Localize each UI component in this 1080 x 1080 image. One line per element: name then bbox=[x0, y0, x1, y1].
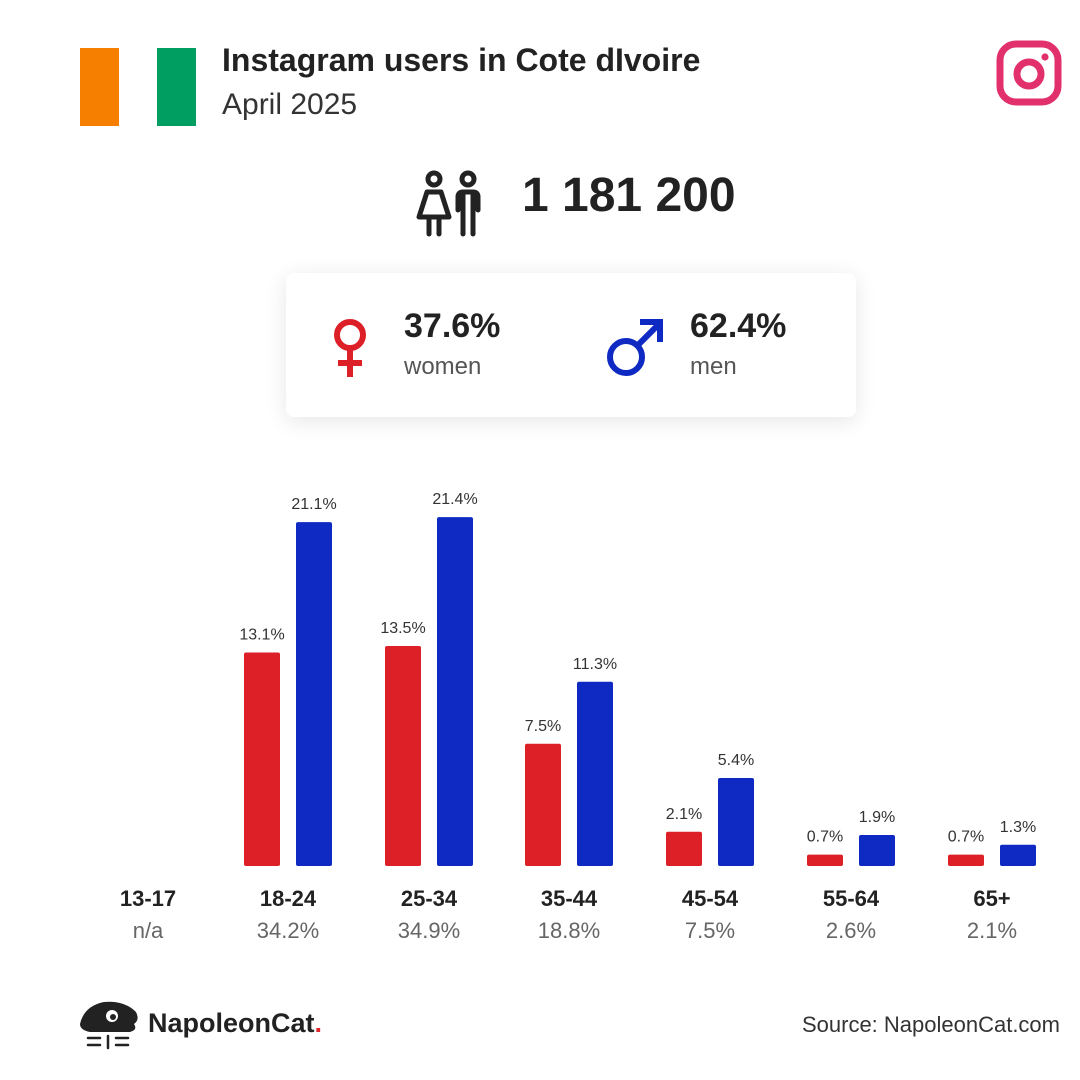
data-label-women-45-54: 2.1% bbox=[666, 806, 702, 823]
age-group-total-18-24: 34.2% bbox=[257, 918, 319, 943]
age-group-label-35-44: 35-44 bbox=[541, 886, 598, 911]
age-group-label-13-17: 13-17 bbox=[120, 886, 176, 911]
data-label-men-18-24: 21.1% bbox=[291, 496, 336, 513]
bar-men-35-44 bbox=[577, 681, 613, 866]
age-group-total-65+: 2.1% bbox=[967, 918, 1017, 943]
bar-women-45-54 bbox=[666, 831, 702, 866]
female-symbol-icon bbox=[334, 319, 366, 377]
age-group-total-13-17: n/a bbox=[133, 918, 164, 943]
age-group-label-25-34: 25-34 bbox=[401, 886, 458, 911]
bar-men-45-54 bbox=[718, 777, 754, 866]
men-label: men bbox=[690, 353, 737, 380]
brand-name-text: NapoleonCat bbox=[148, 1008, 315, 1038]
age-group-label-55-64: 55-64 bbox=[823, 886, 880, 911]
bar-women-25-34 bbox=[385, 645, 421, 866]
data-label-women-65+: 0.7% bbox=[948, 829, 984, 846]
age-gender-bar-chart: 13-17 n/a 13.1% 21.1% 18-24 34.2% 13.5% 21.4% 25… bbox=[120, 491, 1036, 943]
data-label-women-35-44: 7.5% bbox=[525, 718, 561, 735]
instagram-icon bbox=[996, 40, 1062, 106]
bar-men-18-24 bbox=[296, 522, 332, 866]
flag-stripe-green bbox=[157, 48, 197, 126]
page-subtitle: April 2025 bbox=[222, 88, 358, 121]
data-label-men-65+: 1.3% bbox=[1000, 819, 1036, 836]
brand-dot: . bbox=[314, 1008, 323, 1038]
bar-women-35-44 bbox=[525, 743, 561, 866]
age-group-label-45-54: 45-54 bbox=[682, 886, 739, 911]
flag-stripe-orange bbox=[80, 48, 119, 126]
flag-stripe-white bbox=[118, 48, 158, 126]
data-label-women-55-64: 0.7% bbox=[807, 829, 843, 846]
data-label-men-45-54: 5.4% bbox=[718, 752, 754, 769]
bar-men-55-64 bbox=[859, 835, 895, 866]
age-group-total-25-34: 34.9% bbox=[398, 918, 460, 943]
age-group-total-35-44: 18.8% bbox=[538, 918, 600, 943]
male-symbol-icon bbox=[607, 319, 663, 376]
page-title: Instagram users in Cote dIvoire bbox=[222, 42, 701, 78]
bar-women-65+ bbox=[948, 854, 984, 866]
data-label-men-25-34: 21.4% bbox=[432, 491, 477, 508]
age-group-total-55-64: 2.6% bbox=[826, 918, 876, 943]
age-group-total-45-54: 7.5% bbox=[685, 918, 735, 943]
data-label-men-55-64: 1.9% bbox=[859, 809, 895, 826]
age-group-label-65+: 65+ bbox=[973, 886, 1010, 911]
source-credit: Source: NapoleonCat.com bbox=[801, 1012, 1060, 1037]
people-icon bbox=[416, 170, 481, 237]
data-label-men-35-44: 11.3% bbox=[573, 656, 617, 673]
bar-women-18-24 bbox=[244, 652, 280, 866]
age-group-label-18-24: 18-24 bbox=[260, 886, 317, 911]
brand-name: NapoleonCat. bbox=[148, 1008, 322, 1039]
women-label: women bbox=[404, 353, 482, 380]
data-label-women-25-34: 13.5% bbox=[380, 620, 425, 637]
men-percentage: 62.4% bbox=[690, 307, 787, 345]
data-label-women-18-24: 13.1% bbox=[239, 626, 284, 643]
bar-men-65+ bbox=[1000, 844, 1036, 866]
bar-men-25-34 bbox=[437, 517, 473, 866]
napoleoncat-logo-icon bbox=[80, 1001, 138, 1050]
total-users-value: 1 181 200 bbox=[522, 169, 736, 222]
country-flag bbox=[80, 48, 197, 126]
gender-split-card: 37.6% women 62.4% men bbox=[286, 273, 856, 417]
women-percentage: 37.6% bbox=[404, 307, 501, 345]
bar-women-55-64 bbox=[807, 854, 843, 866]
